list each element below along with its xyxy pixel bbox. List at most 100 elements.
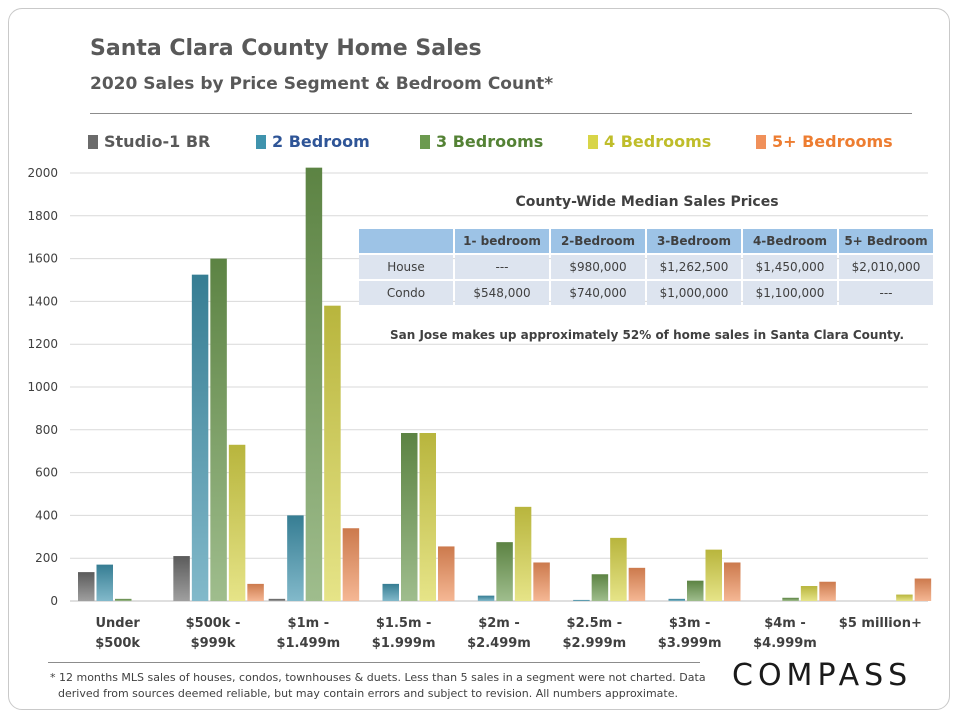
- x-tick-label: $3m -: [669, 616, 711, 631]
- bar-2-bedroom: [477, 595, 495, 601]
- table-cell: $2,010,000: [839, 255, 933, 279]
- bar-studio-1-br: [268, 598, 286, 601]
- table-header-row: 1- bedroom 2-Bedroom 3-Bedroom 4-Bedroom…: [359, 229, 933, 253]
- legend-item-3br: 3 Bedrooms: [420, 132, 543, 151]
- bar-4-bedrooms: [800, 586, 818, 601]
- y-tick-label: 1200: [27, 337, 58, 351]
- x-tick-label: $1.5m -: [376, 616, 432, 631]
- table-cell: $1,262,500: [647, 255, 741, 279]
- bar-3-bedrooms: [401, 433, 418, 601]
- footnote-divider: [48, 662, 700, 663]
- bar-studio-1-br: [78, 572, 95, 601]
- x-tick-label: $3.999m: [658, 636, 722, 651]
- bar-2-bedroom: [191, 274, 209, 601]
- footnote-line: derived from sources deemed reliable, bu…: [58, 687, 678, 700]
- bar-4-bedrooms: [705, 549, 722, 601]
- x-tick-label: $5 million+: [839, 616, 922, 631]
- bar-4-bedrooms: [419, 433, 436, 601]
- bar-3-bedrooms: [115, 598, 132, 601]
- y-tick-label: 600: [35, 466, 58, 480]
- chart-subtitle: 2020 Sales by Price Segment & Bedroom Co…: [90, 74, 554, 94]
- legend-swatch-3br: [420, 134, 430, 149]
- legend-item-2br: 2 Bedroom: [256, 132, 370, 151]
- table-cell: $740,000: [551, 281, 645, 305]
- y-tick-label: 800: [35, 423, 58, 437]
- legend-item-5br: 5+ Bedrooms: [756, 132, 893, 151]
- bar-5-bedrooms: [914, 578, 932, 601]
- table-header-cell: 5+ Bedroom: [839, 229, 933, 253]
- x-tick-label: $2m -: [478, 616, 520, 631]
- x-tick-label: Under: [95, 616, 140, 631]
- bar-studio-1-br: [173, 556, 190, 601]
- bar-4-bedrooms: [514, 506, 532, 601]
- table-header-cell: 4-Bedroom: [743, 229, 837, 253]
- bar-3-bedrooms: [687, 580, 704, 601]
- bar-2-bedroom: [573, 599, 590, 601]
- title-divider: [90, 113, 912, 114]
- bar-5-bedrooms: [724, 562, 741, 601]
- x-tick-label: $999k: [191, 636, 236, 651]
- median-price-table: 1- bedroom 2-Bedroom 3-Bedroom 4-Bedroom…: [357, 227, 935, 307]
- x-tick-label: $1m -: [288, 616, 330, 631]
- footnote-line: * 12 months MLS sales of houses, condos,…: [50, 671, 706, 684]
- table-row-house: House --- $980,000 $1,262,500 $1,450,000…: [359, 255, 933, 279]
- san-jose-note: San Jose makes up approximately 52% of h…: [390, 328, 904, 342]
- legend-item-4br: 4 Bedrooms: [588, 132, 711, 151]
- bar-5-bedrooms: [533, 562, 550, 601]
- bar-5-bedrooms: [342, 528, 360, 601]
- legend-item-studio: Studio-1 BR: [88, 132, 210, 151]
- table-cell: $548,000: [455, 281, 549, 305]
- x-tick-label: $1.999m: [372, 636, 436, 651]
- bar-2-bedroom: [668, 598, 685, 601]
- bar-3-bedrooms: [782, 597, 799, 601]
- chart-title: Santa Clara County Home Sales: [90, 36, 482, 61]
- y-tick-label: 1600: [27, 252, 58, 266]
- compass-logo: COMPASS: [732, 658, 913, 693]
- table-cell: $1,450,000: [743, 255, 837, 279]
- y-tick-label: 1800: [27, 209, 58, 223]
- legend-label-2br: 2 Bedroom: [272, 132, 370, 151]
- y-tick-label: 400: [35, 508, 58, 522]
- median-table-title: County-Wide Median Sales Prices: [515, 194, 779, 210]
- slide-frame: [8, 8, 950, 710]
- bar-4-bedrooms: [610, 537, 627, 601]
- bar-3-bedrooms: [210, 258, 227, 601]
- bar-2-bedroom: [96, 564, 113, 601]
- legend-swatch-2br: [256, 134, 266, 149]
- table-cell: ---: [839, 281, 933, 305]
- legend-swatch-4br: [588, 134, 598, 149]
- x-tick-label: $500k -: [186, 616, 241, 631]
- bar-5-bedrooms: [819, 581, 836, 601]
- legend-label-5br: 5+ Bedrooms: [772, 132, 893, 151]
- bar-3-bedrooms: [591, 574, 609, 601]
- bar-5-bedrooms: [628, 567, 646, 601]
- y-tick-label: 2000: [27, 166, 58, 180]
- bar-4-bedrooms: [896, 594, 913, 601]
- legend-label-3br: 3 Bedrooms: [436, 132, 544, 151]
- bar-3-bedrooms: [496, 542, 513, 601]
- bar-5-bedrooms: [438, 546, 455, 601]
- bar-2-bedroom: [287, 515, 304, 601]
- table-header-cell: [359, 229, 453, 253]
- x-tick-label: $500k: [95, 636, 140, 651]
- legend-label-studio: Studio-1 BR: [104, 132, 211, 151]
- y-tick-label: 200: [35, 551, 58, 565]
- bar-2-bedroom: [382, 583, 399, 601]
- x-tick-label: $1.499m: [276, 636, 340, 651]
- table-cell: $1,100,000: [743, 281, 837, 305]
- legend-swatch-studio: [88, 134, 98, 149]
- table-cell: ---: [455, 255, 549, 279]
- table-row-condo: Condo $548,000 $740,000 $1,000,000 $1,10…: [359, 281, 933, 305]
- y-tick-label: 1000: [27, 380, 58, 394]
- bar-5-bedrooms: [247, 583, 264, 601]
- x-tick-label: $2.499m: [467, 636, 531, 651]
- bar-3-bedrooms: [305, 167, 323, 601]
- table-cell: $980,000: [551, 255, 645, 279]
- y-tick-label: 1400: [27, 294, 58, 308]
- table-cell: $1,000,000: [647, 281, 741, 305]
- table-header-cell: 2-Bedroom: [551, 229, 645, 253]
- x-tick-label: $4m -: [764, 616, 806, 631]
- x-tick-label: $2.5m -: [567, 616, 623, 631]
- bar-4-bedrooms: [228, 444, 246, 601]
